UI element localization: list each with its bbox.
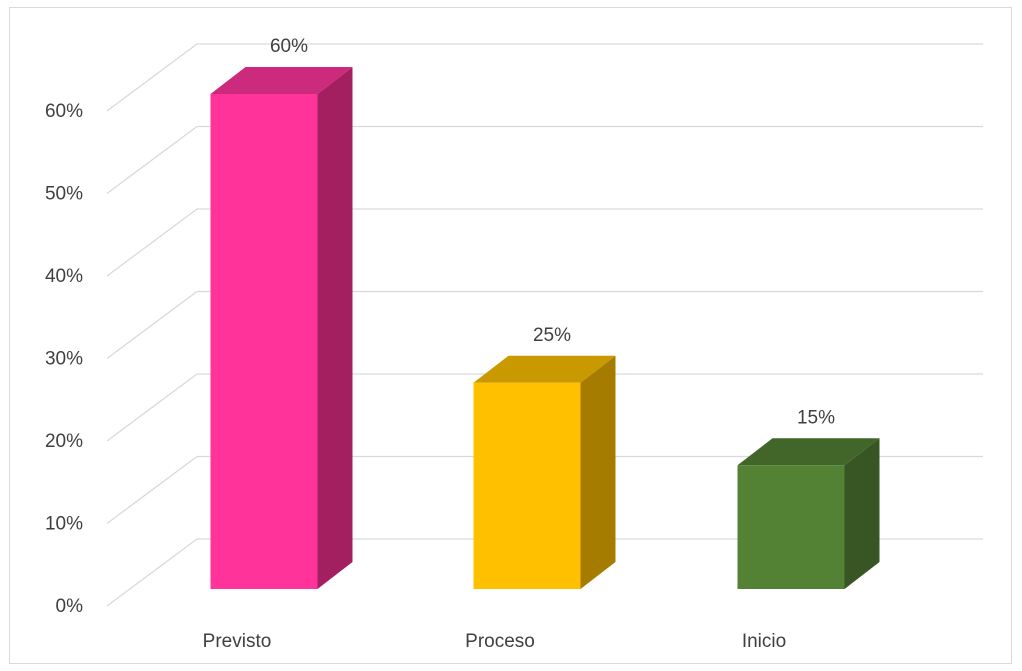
gridline-diagonal <box>106 43 198 112</box>
bar-top <box>210 67 353 94</box>
x-axis-labels: Previsto Proceso Inicio <box>203 631 787 652</box>
x-category-label: Inicio <box>742 631 786 652</box>
y-tick-label: 60% <box>45 101 83 122</box>
bar-side <box>844 438 880 589</box>
y-tick-label: 10% <box>45 514 83 535</box>
bar-top <box>737 438 880 466</box>
gridline-diagonal <box>106 125 198 195</box>
gridline-diagonal <box>106 208 198 277</box>
y-tick-label: 40% <box>45 266 83 287</box>
y-tick-label: 0% <box>56 596 84 617</box>
bar-side <box>580 355 616 589</box>
bar-side <box>317 67 353 589</box>
bar-proceso <box>473 355 616 589</box>
gridline-diagonal <box>106 373 198 442</box>
bar-top <box>473 355 616 383</box>
y-tick-label: 30% <box>45 349 83 370</box>
x-category-label: Proceso <box>465 631 535 652</box>
bar-front <box>210 94 318 589</box>
gridline-diagonal <box>106 290 198 360</box>
data-label: 60% <box>270 36 308 57</box>
data-label: 15% <box>797 407 835 428</box>
y-tick-label: 50% <box>45 184 83 205</box>
y-tick-label: 20% <box>45 431 83 452</box>
data-labels: 60% 25% 15% <box>270 36 835 428</box>
bar-inicio <box>737 438 880 589</box>
bar-front <box>737 465 845 589</box>
bars <box>210 67 880 589</box>
gridline-diagonal <box>106 455 198 525</box>
gridline-diagonal <box>106 538 198 607</box>
y-axis-ticks: 0% 10% 20% 30% 40% 50% 60% <box>45 101 83 617</box>
bar-previsto <box>210 67 353 589</box>
data-label: 25% <box>533 325 571 346</box>
x-category-label: Previsto <box>203 631 272 652</box>
bar-front <box>473 382 581 589</box>
